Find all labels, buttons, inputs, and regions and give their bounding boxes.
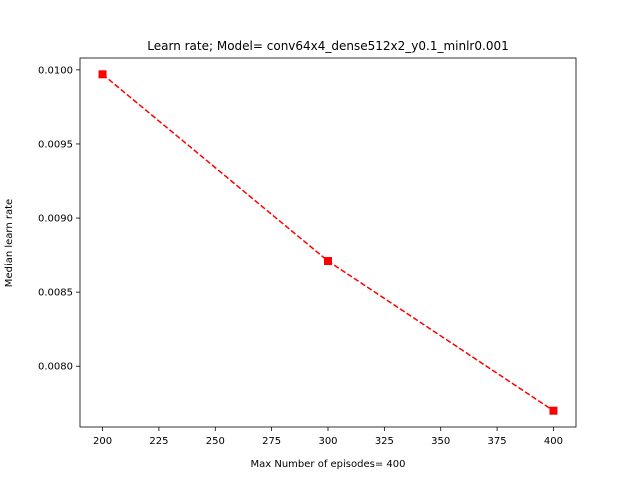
x-tick-label: 250 (206, 436, 225, 447)
y-axis-title: Median learn rate (4, 199, 15, 287)
y-tick-label: 0.0090 (38, 214, 73, 225)
x-tick-label: 300 (318, 436, 337, 447)
axes-frame (79, 57, 577, 428)
x-axis-title: Max Number of episodes= 400 (251, 459, 406, 470)
data-point-marker (549, 406, 558, 415)
x-tick-label: 325 (375, 436, 394, 447)
y-tick-label: 0.0080 (38, 362, 73, 373)
y-tick-label: 0.0085 (38, 288, 73, 299)
x-tick-label: 400 (544, 436, 563, 447)
x-tick-label: 350 (431, 436, 450, 447)
x-tick-label: 200 (93, 436, 112, 447)
data-point-marker (98, 70, 107, 79)
chart-title: Learn rate; Model= conv64x4_dense512x2_y… (147, 39, 508, 53)
data-point-marker (324, 257, 332, 266)
x-tick-label: 275 (262, 436, 281, 447)
y-tick-label: 0.0100 (38, 65, 73, 76)
x-tick-label: 375 (488, 436, 507, 447)
y-tick-label: 0.0095 (38, 139, 73, 150)
x-tick-label: 225 (149, 436, 168, 447)
plot-area: 200 225 250 275 300 325 350 375 400 0.0080 0.0085 0… (38, 57, 577, 447)
